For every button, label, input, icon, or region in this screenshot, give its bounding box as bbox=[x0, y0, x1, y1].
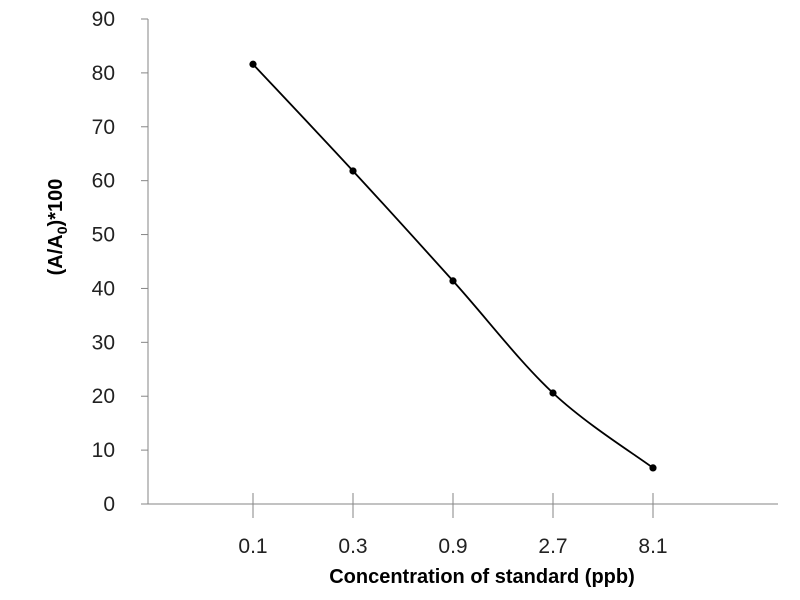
y-tick-label: 0 bbox=[103, 493, 115, 516]
y-axis-title-main: (A/A bbox=[45, 234, 67, 275]
y-tick-label: 70 bbox=[92, 116, 115, 139]
data-point bbox=[449, 277, 457, 285]
x-axis: 0.1 0.3 0.9 2.7 8.1 bbox=[148, 493, 778, 558]
y-tick-label: 40 bbox=[92, 277, 115, 300]
y-tick-label: 60 bbox=[92, 170, 115, 193]
y-tick-label: 30 bbox=[92, 331, 115, 354]
x-tick-label: 0.1 bbox=[238, 535, 267, 558]
y-axis-title-subscript: 0 bbox=[54, 226, 70, 234]
data-point bbox=[249, 60, 257, 68]
y-tick-label: 20 bbox=[92, 385, 115, 408]
series-line bbox=[252, 63, 654, 469]
y-tick-label: 50 bbox=[92, 224, 115, 247]
x-tick-label: 2.7 bbox=[538, 535, 567, 558]
x-tick-label: 0.9 bbox=[438, 535, 467, 558]
data-point bbox=[549, 389, 557, 397]
y-axis-title: (A/A0)*100 bbox=[45, 179, 70, 276]
x-tick-label: 0.3 bbox=[338, 535, 367, 558]
y-tick-label: 80 bbox=[92, 62, 115, 85]
x-tick-label: 8.1 bbox=[638, 535, 667, 558]
y-tick-label: 90 bbox=[92, 8, 115, 31]
y-axis: 0 10 20 30 40 50 60 70 80 90 bbox=[92, 8, 149, 516]
data-point bbox=[649, 464, 657, 472]
y-axis-title-suffix: )*100 bbox=[45, 179, 67, 227]
x-axis-title: Concentration of standard (ppb) bbox=[329, 566, 635, 588]
data-point bbox=[349, 167, 357, 175]
data-points bbox=[249, 60, 657, 472]
y-tick-label: 10 bbox=[92, 439, 115, 462]
